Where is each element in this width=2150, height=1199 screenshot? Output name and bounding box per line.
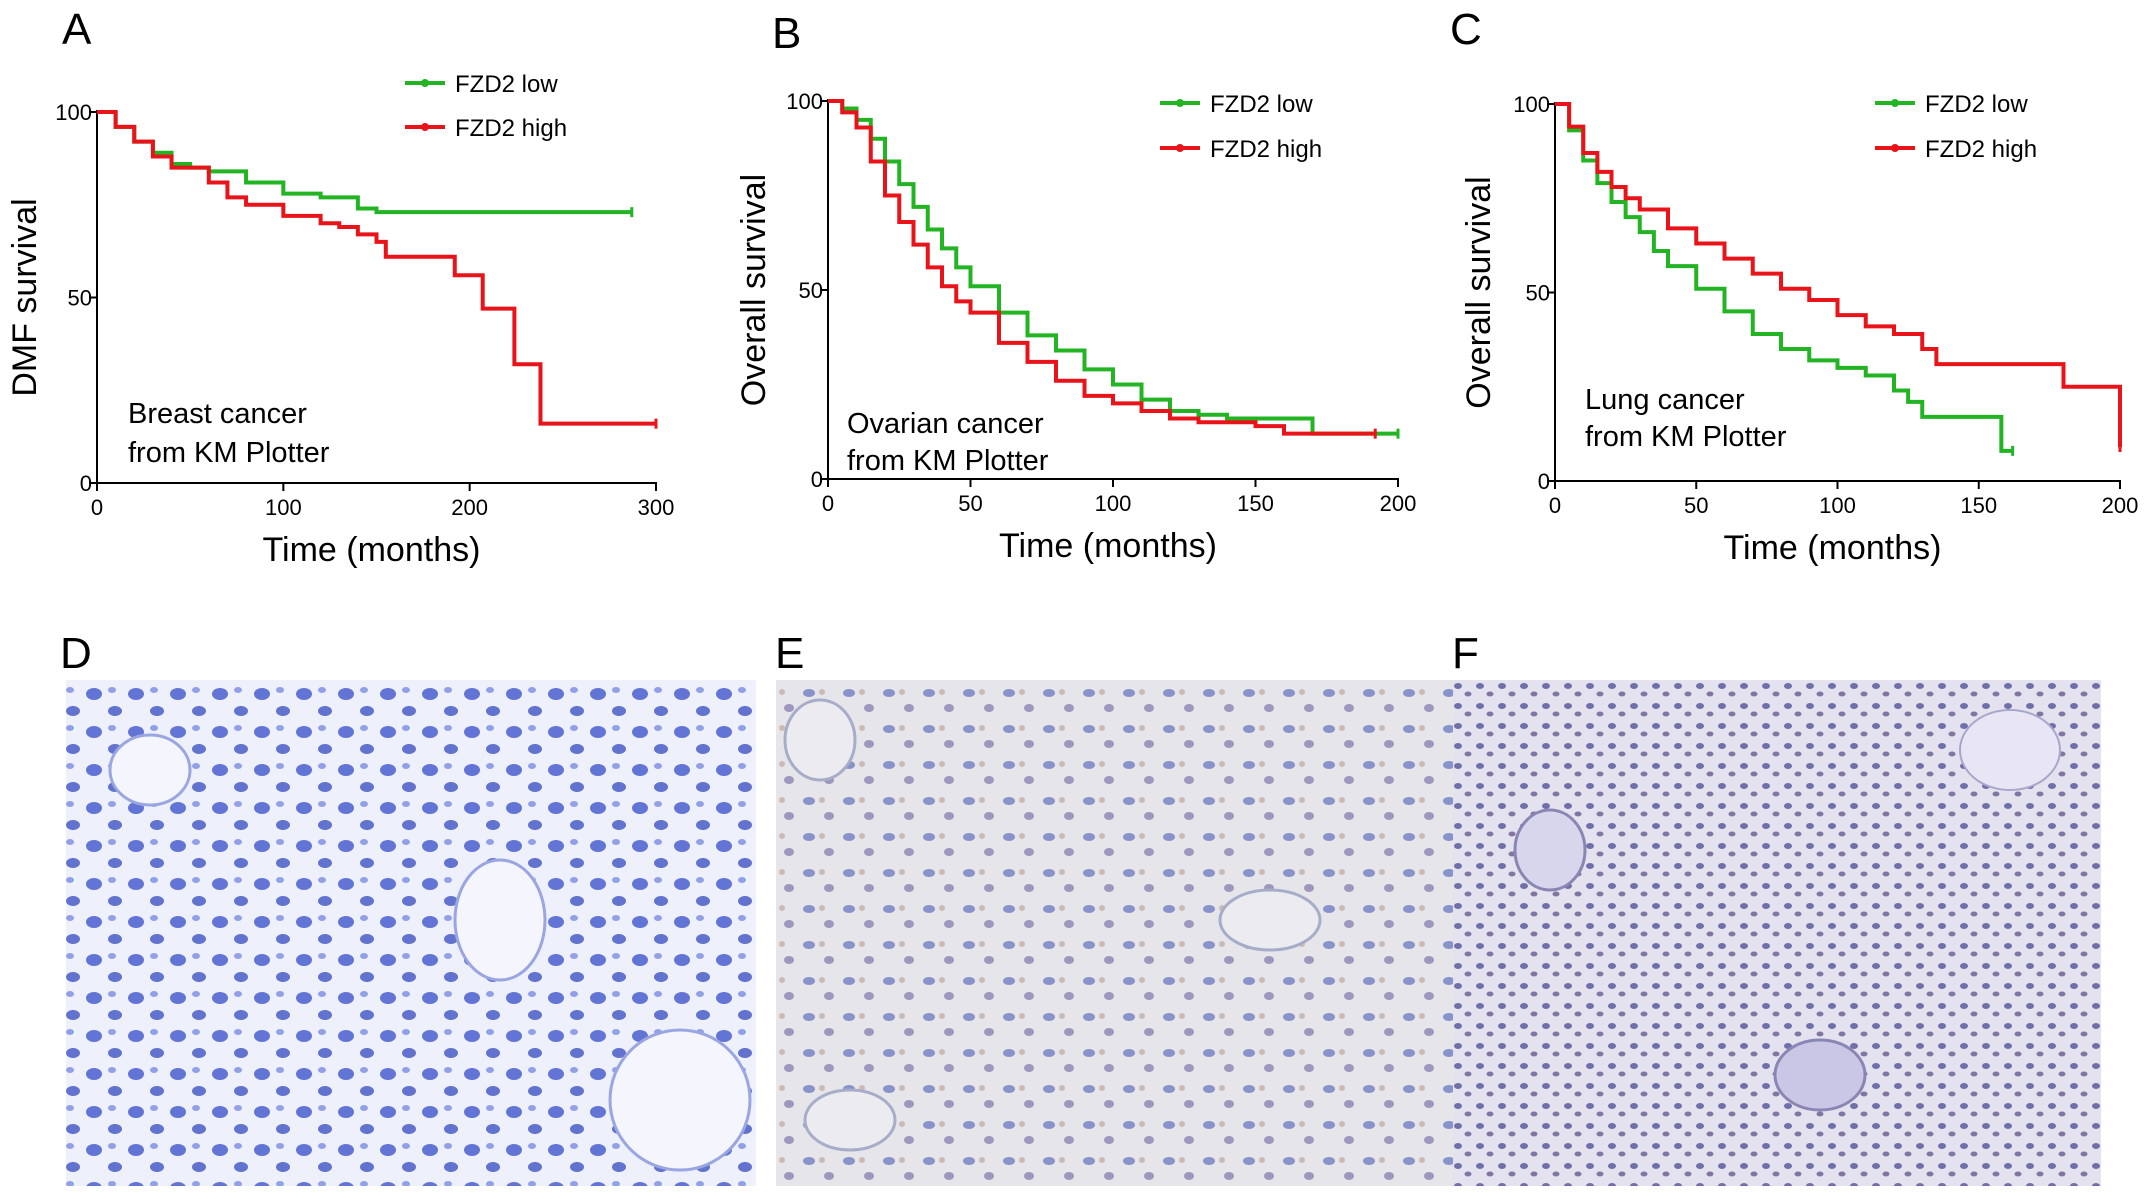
y-tick-label: 0 xyxy=(811,467,823,492)
x-tick-label: 200 xyxy=(2102,493,2139,518)
micrograph-panel-e: E xyxy=(775,629,1465,1186)
x-axis-title: Time (months) xyxy=(1724,529,1942,567)
x-tick-label: 100 xyxy=(1819,493,1856,518)
y-tick-label: 0 xyxy=(80,471,92,496)
y-tick-label: 100 xyxy=(55,100,92,125)
micrograph-f-gland xyxy=(1959,709,2061,791)
chart-b: B 0 50 100 150 200 0 50 100 Time (months) Overall … xyxy=(735,9,1416,565)
micrograph-d-gland xyxy=(108,733,192,807)
y-axis-title: Overall survival xyxy=(1460,176,1498,408)
legend-label-high: FZD2 high xyxy=(455,115,567,142)
micrograph-e-gland xyxy=(783,698,857,782)
x-tick-label: 50 xyxy=(958,491,982,516)
y-tick-label: 50 xyxy=(1526,281,1550,306)
x-tick-label: 0 xyxy=(822,491,834,516)
panel-letter-f: F xyxy=(1452,629,1479,678)
legend-marker-high xyxy=(1176,144,1184,152)
chart-annotation-line: Ovarian cancer xyxy=(847,408,1044,440)
x-tick-label: 0 xyxy=(91,495,103,520)
y-tick-label: 0 xyxy=(1538,469,1550,494)
chart-annotation-line: from KM Plotter xyxy=(1585,421,1787,453)
panel-letter-d: D xyxy=(60,629,92,678)
micrograph-panel-d: D xyxy=(60,629,756,1186)
x-axis-title: Time (months) xyxy=(999,527,1217,565)
x-tick-label: 200 xyxy=(1380,491,1417,516)
chart-annotation-line: from KM Plotter xyxy=(128,437,330,469)
legend-label-high: FZD2 high xyxy=(1210,136,1322,163)
y-tick-label: 50 xyxy=(68,286,92,311)
x-tick-label: 200 xyxy=(451,495,488,520)
series-line-high xyxy=(828,99,1376,436)
x-axis-title: Time (months) xyxy=(263,531,481,569)
y-tick-label: 100 xyxy=(1513,92,1550,117)
micrograph-e-gland xyxy=(1218,888,1322,952)
micrograph-f-gland xyxy=(1773,1038,1867,1112)
panel-letter-e: E xyxy=(775,629,804,678)
chart-annotation-line: from KM Plotter xyxy=(847,445,1049,477)
legend-label-high: FZD2 high xyxy=(1925,136,2037,163)
legend-marker-high xyxy=(421,123,429,131)
legend-marker-high xyxy=(1891,144,1899,152)
x-tick-label: 150 xyxy=(1960,493,1997,518)
x-tick-label: 50 xyxy=(1684,493,1708,518)
micrograph-panel-f: F xyxy=(1452,629,2101,1186)
x-tick-label: 100 xyxy=(265,495,302,520)
y-tick-label: 100 xyxy=(786,89,823,114)
chart-annotation-line: Breast cancer xyxy=(128,398,307,430)
legend-label-low: FZD2 low xyxy=(455,71,558,98)
micrograph-e-nuclei xyxy=(776,680,1465,1186)
chart-a: A 0 100 200 300 0 50 100 Time (months) DMF surviv… xyxy=(6,5,674,569)
x-tick-label: 0 xyxy=(1549,493,1561,518)
chart-c: C 0 50 100 150 200 0 50 100 Time (months) Overall … xyxy=(1450,5,2138,567)
y-axis-title: DMF survival xyxy=(6,198,44,396)
series-line-high xyxy=(1555,102,2122,448)
panel-letter: B xyxy=(772,9,801,58)
series-line-high xyxy=(97,110,656,426)
y-axis-title: Overall survival xyxy=(735,174,773,406)
micrograph-e-gland xyxy=(803,1088,897,1152)
legend-marker-low xyxy=(421,79,429,87)
micrograph-f-gland xyxy=(1513,808,1587,892)
chart-annotation-line: Lung cancer xyxy=(1585,384,1745,416)
legend-marker-low xyxy=(1176,99,1184,107)
panel-letter: C xyxy=(1450,5,1482,54)
y-tick-label: 50 xyxy=(799,278,823,303)
x-tick-label: 300 xyxy=(638,495,675,520)
micrograph-d-gland xyxy=(453,858,547,982)
legend-label-low: FZD2 low xyxy=(1210,91,1313,118)
x-tick-label: 100 xyxy=(1095,491,1132,516)
micrograph-d-gland xyxy=(608,1028,752,1172)
panel-letter: A xyxy=(62,5,92,54)
legend-marker-low xyxy=(1891,99,1899,107)
legend-label-low: FZD2 low xyxy=(1925,91,2028,118)
x-tick-label: 150 xyxy=(1237,491,1274,516)
